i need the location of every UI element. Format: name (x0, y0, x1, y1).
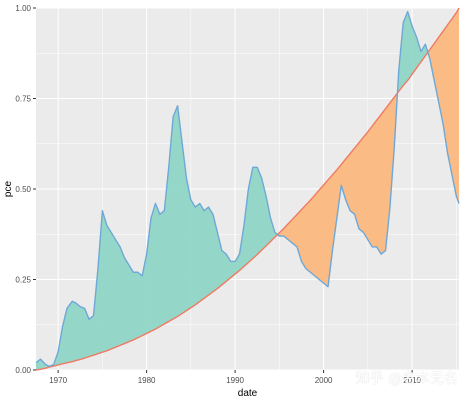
x-axis-title: date (238, 388, 258, 399)
x-tick-label: 1990 (226, 376, 244, 385)
y-tick-label: 0.00 (15, 366, 31, 375)
x-tick-label: 2000 (315, 376, 333, 385)
series-b-line (35, 7, 460, 371)
series-lines (35, 7, 460, 371)
watermark: 知乎 @名本无名 (355, 371, 458, 387)
y-tick-label: 0.50 (15, 185, 31, 194)
series-a-line (35, 10, 460, 368)
y-axis: 0.00 0.25 0.50 0.75 1.00 (15, 4, 36, 375)
y-tick-label: 0.75 (15, 95, 31, 104)
x-tick-label: 1980 (138, 376, 156, 385)
y-axis-title: pce (3, 181, 14, 198)
ribbon-series-b-above (427, 8, 459, 204)
ribbon-series-a-above (36, 105, 278, 371)
ribbon-series-a-above (397, 11, 428, 94)
y-tick-label: 1.00 (15, 4, 31, 13)
x-tick-label: 1970 (49, 376, 67, 385)
x-axis: 1970 1980 1990 2000 2010 (49, 370, 422, 385)
y-tick-label: 0.25 (15, 276, 31, 285)
x-tick-label: 2010 (403, 376, 421, 385)
